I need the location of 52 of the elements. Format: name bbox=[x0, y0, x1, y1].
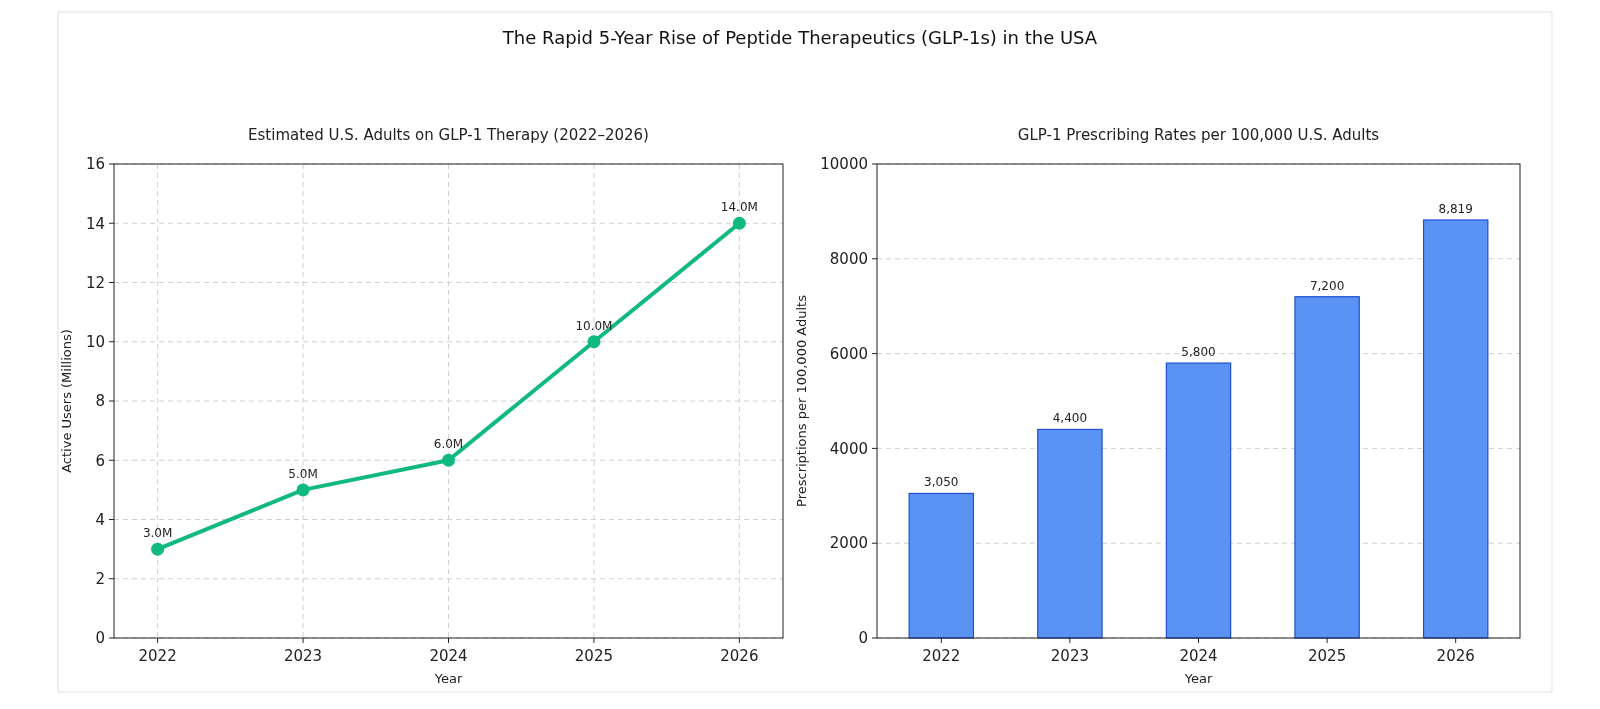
x-tick-label: 2025 bbox=[1308, 647, 1347, 665]
data-label: 6.0M bbox=[433, 437, 464, 452]
x-tick-label: 2023 bbox=[1050, 647, 1089, 665]
chart-title: GLP-1 Prescribing Rates per 100,000 U.S. Adults bbox=[1017, 126, 1380, 144]
point bbox=[587, 335, 601, 349]
x-axis-title: Year bbox=[1183, 671, 1213, 686]
y-tick-label: 12 bbox=[85, 273, 105, 292]
y-axis-title: Prescriptions per 100,000 Adults bbox=[793, 294, 809, 507]
bar bbox=[1037, 428, 1103, 639]
y-tick-label: 10000 bbox=[820, 155, 868, 174]
y-tick-label: 14 bbox=[85, 214, 105, 233]
bar bbox=[1422, 219, 1489, 639]
y-axis-title: Active Users (Millions) bbox=[59, 329, 74, 473]
data-label: 3,050 bbox=[924, 475, 959, 490]
x-axis-title: Year bbox=[433, 671, 463, 686]
x-tick-label: 2024 bbox=[1179, 647, 1218, 665]
data-label: 5.0M bbox=[288, 466, 318, 481]
x-tick-label: 2024 bbox=[429, 647, 468, 665]
data-label: 3.0M bbox=[142, 526, 173, 541]
y-tick-label: 4000 bbox=[829, 439, 868, 458]
data-label: 8,819 bbox=[1438, 201, 1473, 216]
data-label: 10.0M bbox=[575, 318, 613, 333]
data-label: 5,800 bbox=[1181, 345, 1216, 360]
point bbox=[442, 453, 455, 467]
y-tick-label: 8000 bbox=[829, 250, 868, 269]
y-tick-label: 2000 bbox=[829, 534, 868, 553]
chart-subtitle: Estimated U.S. Adults on GLP-1 Therapy (2022–2026) bbox=[248, 126, 649, 144]
point bbox=[151, 542, 165, 556]
chart-title: The Rapid 5-Year Rise of Peptide Therapeutics (GLP-1s) in the USA bbox=[501, 27, 1098, 48]
bar bbox=[1165, 362, 1232, 639]
y-tick-label: 10 bbox=[85, 333, 105, 351]
y-tick-label: 6000 bbox=[829, 344, 868, 363]
x-tick-label: 2025 bbox=[574, 647, 614, 665]
y-tick-label: 0 bbox=[858, 629, 868, 648]
x-tick-label: 2022 bbox=[138, 647, 177, 665]
data-label: 7,200 bbox=[1309, 278, 1345, 293]
x-tick-label: 2023 bbox=[283, 647, 323, 665]
y-tick-label: 2 bbox=[95, 570, 105, 588]
bar bbox=[1294, 296, 1360, 639]
y-tick-label: 16 bbox=[85, 155, 105, 174]
y-tick-label: 4 bbox=[95, 510, 105, 529]
x-tick-label: 2022 bbox=[922, 647, 961, 665]
point bbox=[732, 216, 746, 230]
y-tick-label: 6 bbox=[95, 451, 105, 470]
x-tick-label: 2026 bbox=[720, 647, 759, 665]
x-tick-label: 2026 bbox=[1436, 647, 1475, 665]
bar bbox=[908, 492, 975, 639]
y-tick-label: 8 bbox=[95, 392, 105, 411]
point bbox=[296, 483, 310, 497]
y-tick-label: 0 bbox=[95, 629, 105, 648]
data-label: 4,400 bbox=[1052, 411, 1088, 426]
data-label: 14.0M bbox=[720, 200, 758, 215]
